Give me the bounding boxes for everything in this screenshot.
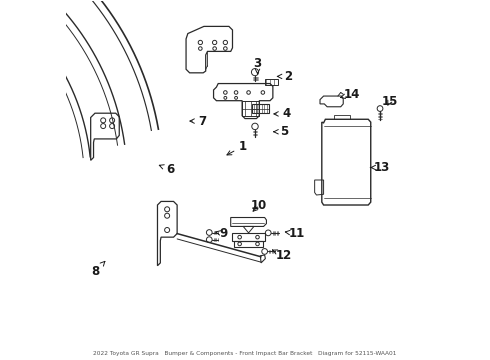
- Text: 15: 15: [382, 95, 398, 108]
- Text: 1: 1: [227, 140, 247, 155]
- Text: 9: 9: [216, 227, 228, 240]
- Text: 6: 6: [159, 163, 174, 176]
- Text: 11: 11: [285, 227, 305, 240]
- Text: 8: 8: [92, 261, 105, 278]
- Text: 2022 Toyota GR Supra   Bumper & Components - Front Impact Bar Bracket   Diagram : 2022 Toyota GR Supra Bumper & Components…: [93, 351, 397, 356]
- Text: 3: 3: [253, 57, 262, 74]
- Text: 2: 2: [277, 70, 292, 83]
- Text: 13: 13: [370, 161, 390, 174]
- Text: 12: 12: [272, 248, 292, 261]
- Text: 4: 4: [274, 107, 290, 120]
- Text: 10: 10: [251, 198, 268, 212]
- Text: 7: 7: [190, 114, 206, 127]
- Text: 5: 5: [274, 125, 289, 138]
- Text: 14: 14: [341, 88, 360, 101]
